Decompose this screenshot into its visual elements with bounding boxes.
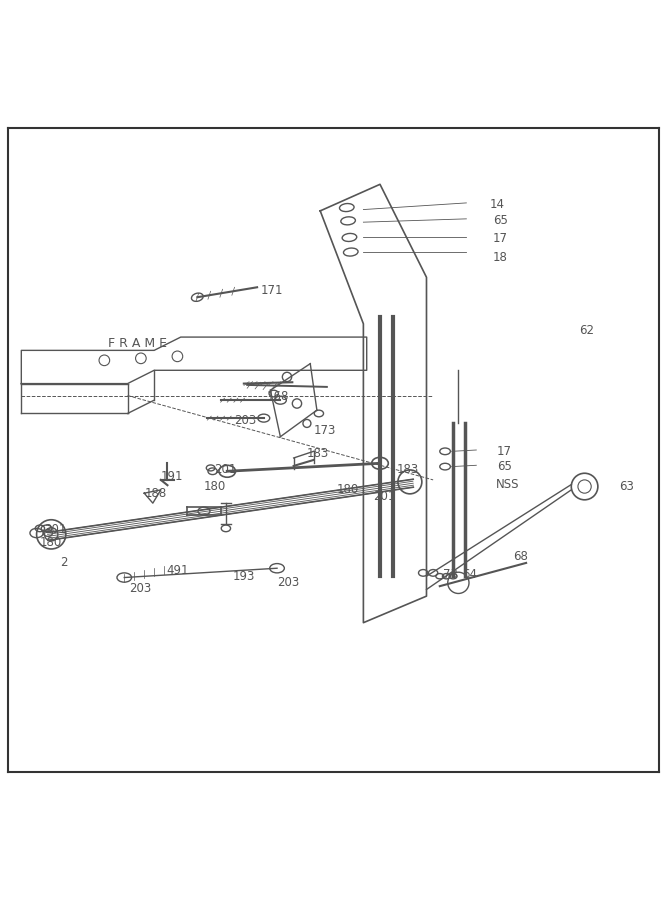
Text: 203: 203 bbox=[277, 576, 299, 590]
Text: 180: 180 bbox=[337, 483, 359, 497]
Text: 180: 180 bbox=[40, 536, 62, 550]
Text: F R A M E: F R A M E bbox=[107, 338, 167, 350]
Text: 203: 203 bbox=[129, 581, 151, 595]
Text: 17: 17 bbox=[496, 445, 511, 458]
Text: 18: 18 bbox=[493, 251, 508, 264]
Text: 183: 183 bbox=[307, 446, 329, 460]
Text: 491: 491 bbox=[166, 564, 189, 578]
Text: 73: 73 bbox=[443, 568, 458, 580]
Text: 168: 168 bbox=[267, 391, 289, 403]
Text: 173: 173 bbox=[313, 424, 336, 436]
Text: NSS: NSS bbox=[496, 478, 520, 491]
Text: 14: 14 bbox=[490, 198, 505, 211]
Text: 180: 180 bbox=[204, 480, 226, 493]
Text: 201: 201 bbox=[214, 464, 236, 476]
Text: 191: 191 bbox=[161, 470, 183, 483]
Text: 62: 62 bbox=[579, 324, 594, 337]
Text: 203: 203 bbox=[234, 414, 256, 427]
Text: 201: 201 bbox=[45, 523, 67, 536]
Text: 63: 63 bbox=[619, 480, 634, 493]
Text: 17: 17 bbox=[493, 232, 508, 246]
Text: 65: 65 bbox=[493, 214, 508, 228]
Text: 171: 171 bbox=[260, 284, 283, 297]
Text: 183: 183 bbox=[397, 464, 419, 476]
Text: 188: 188 bbox=[144, 487, 167, 500]
Text: 65: 65 bbox=[498, 460, 512, 473]
Text: 64: 64 bbox=[462, 568, 478, 580]
Text: 201: 201 bbox=[374, 490, 396, 503]
Text: 68: 68 bbox=[513, 550, 528, 562]
Text: 193: 193 bbox=[233, 570, 255, 582]
Text: 2: 2 bbox=[60, 556, 67, 570]
